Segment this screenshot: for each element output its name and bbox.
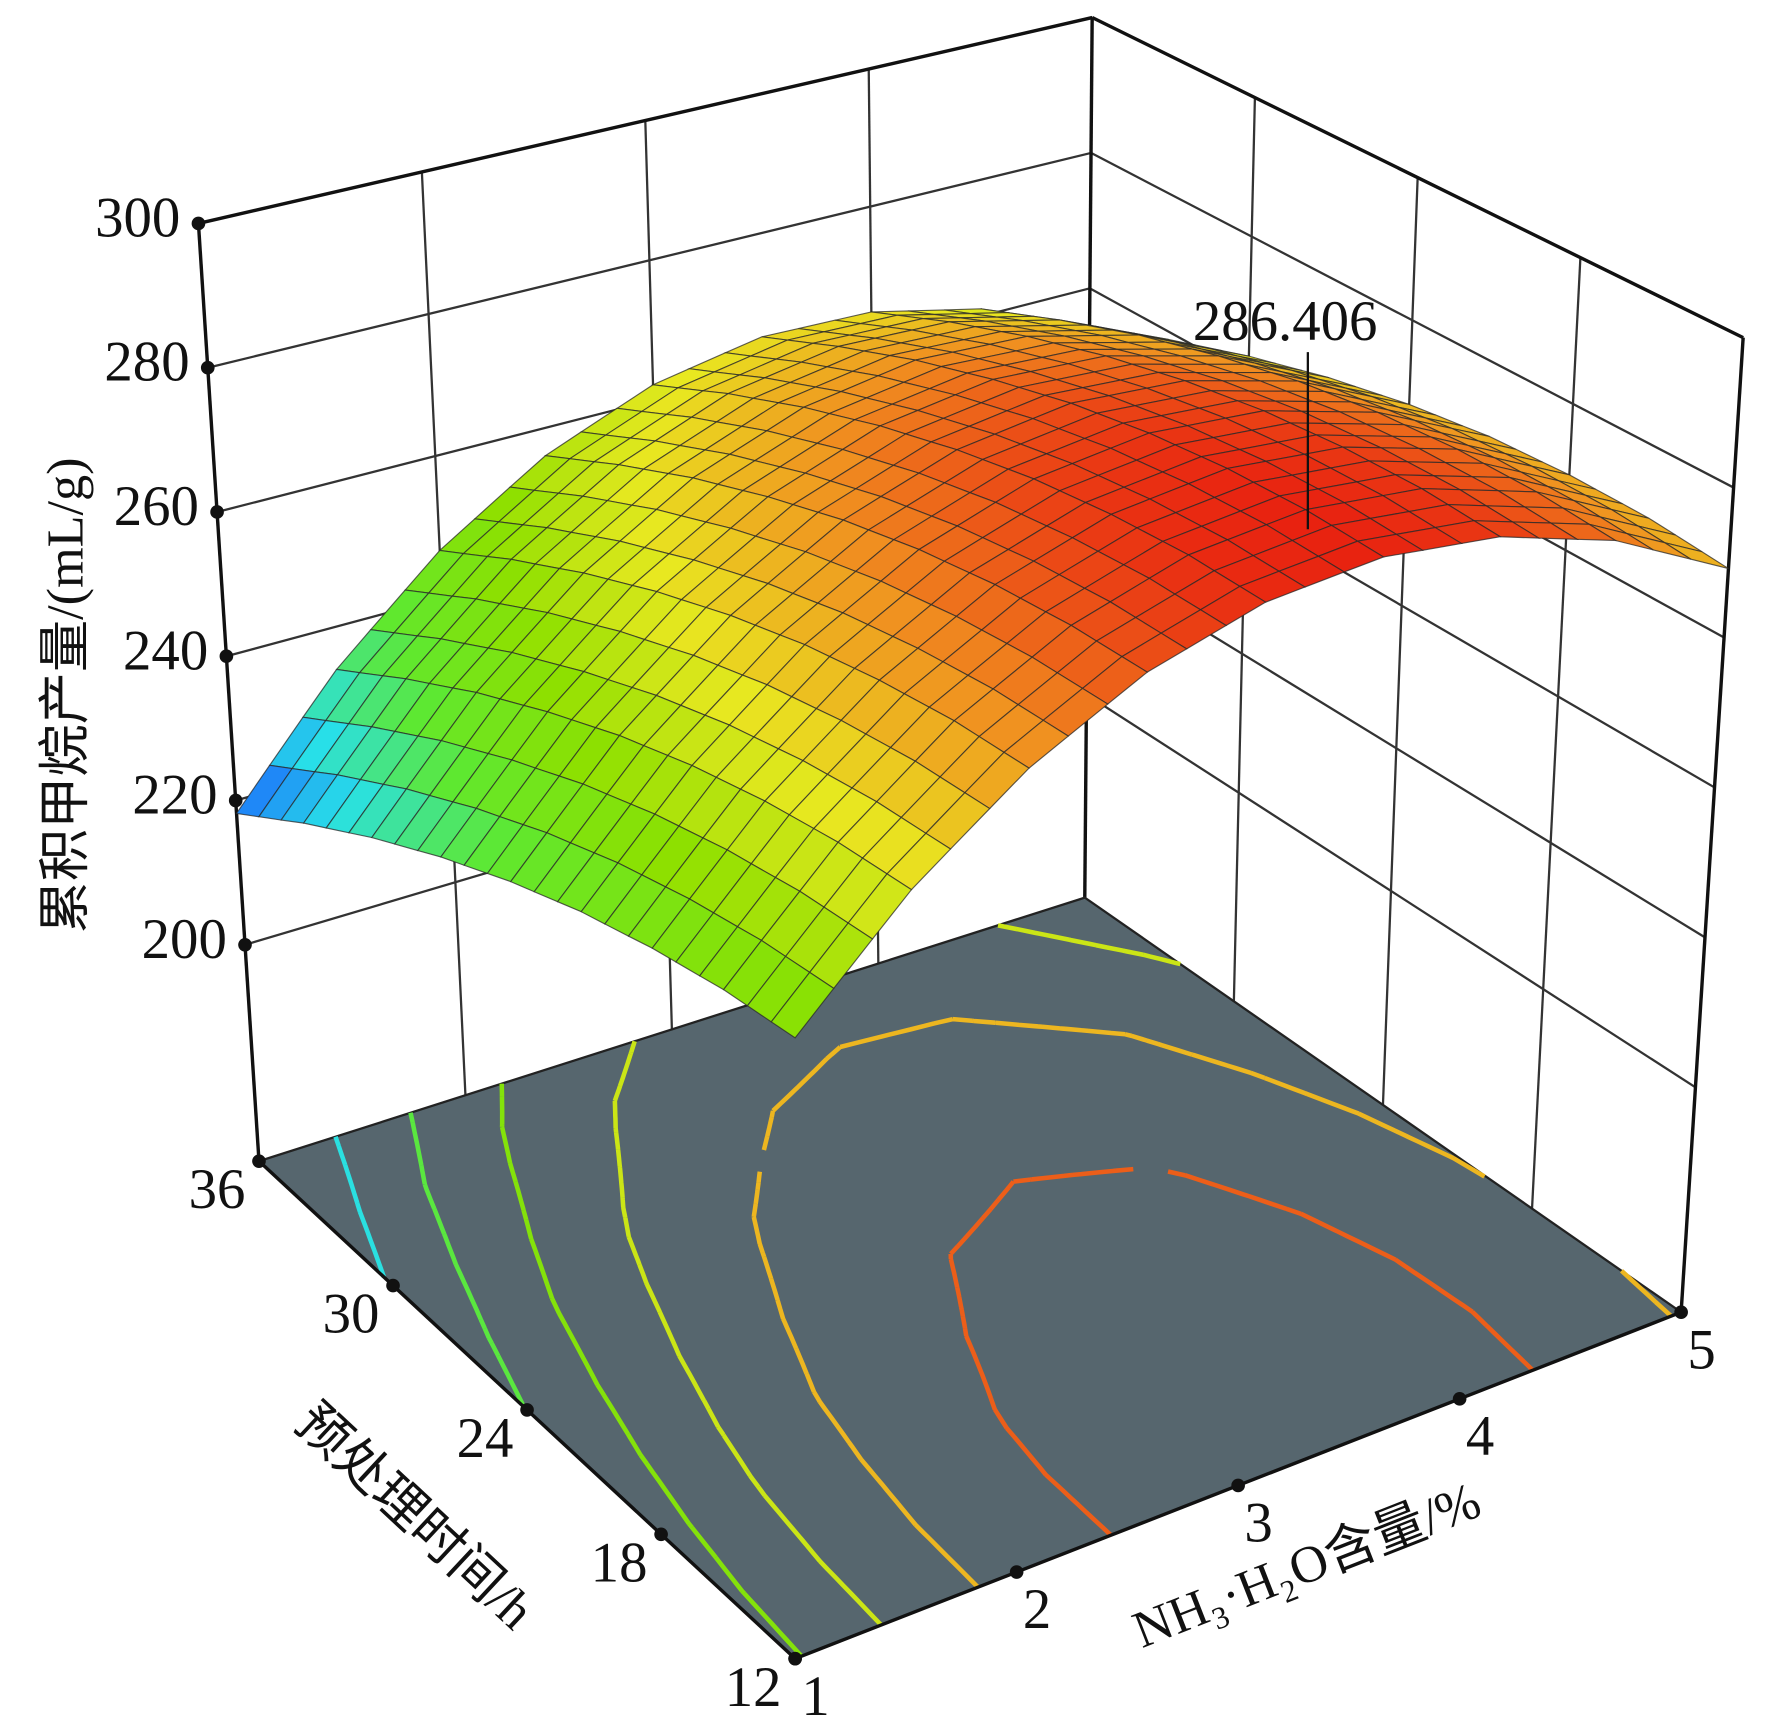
- y-tick-label: 12: [725, 1656, 782, 1718]
- tick-mark: [1452, 1392, 1467, 1406]
- tick-mark: [219, 649, 234, 664]
- tick-mark: [200, 360, 215, 375]
- tick-mark: [228, 793, 243, 808]
- tick-mark: [788, 1651, 802, 1666]
- tick-mark: [520, 1403, 534, 1417]
- contour-line: [333, 1135, 387, 1278]
- box-edge: [196, 223, 261, 1162]
- annotation: 286.406: [1193, 290, 1378, 353]
- tick-mark: [1674, 1305, 1688, 1320]
- z-tick-label: 240: [123, 619, 208, 682]
- surface: [235, 308, 1729, 1039]
- tick-mark: [210, 505, 224, 519]
- z-tick-label: 280: [104, 331, 189, 394]
- y-tick-label: 30: [323, 1283, 380, 1346]
- contour-line: [499, 1083, 804, 1658]
- surface-patch: [770, 971, 835, 1039]
- tick-mark: [654, 1527, 668, 1542]
- tick-mark: [1009, 1565, 1024, 1579]
- box-edge: [1091, 15, 1744, 340]
- box-edge: [1679, 337, 1745, 1313]
- tick-mark: [252, 1154, 266, 1168]
- tick-mark: [191, 216, 206, 231]
- x-tick-label: 4: [1466, 1405, 1494, 1468]
- tick-mark: [386, 1278, 400, 1293]
- z-tick-label: 260: [114, 475, 199, 538]
- x-tick-label: 3: [1244, 1492, 1272, 1555]
- z-tick-label: 220: [132, 764, 217, 827]
- contour-line: [751, 1016, 1673, 1589]
- box-edge: [198, 15, 1093, 226]
- x-tick-label: 5: [1687, 1318, 1715, 1381]
- x-tick-label: 2: [1023, 1578, 1051, 1641]
- z-axis-title: 累积甲烷产量/(mL/g): [36, 457, 94, 933]
- x-tick-label: 1: [801, 1665, 829, 1718]
- z-tick-label: 300: [95, 186, 180, 249]
- contour-line: [948, 1166, 1535, 1537]
- grid-line: [1381, 177, 1419, 1105]
- y-tick-label: 36: [189, 1158, 246, 1221]
- grid-line: [1530, 257, 1582, 1209]
- tick-mark: [1231, 1478, 1245, 1493]
- z-tick-label: 200: [142, 908, 227, 971]
- contour-line: [612, 923, 1181, 1627]
- y-tick-label: 24: [457, 1407, 514, 1470]
- tick-mark: [238, 937, 252, 952]
- y-tick-label: 18: [591, 1531, 648, 1594]
